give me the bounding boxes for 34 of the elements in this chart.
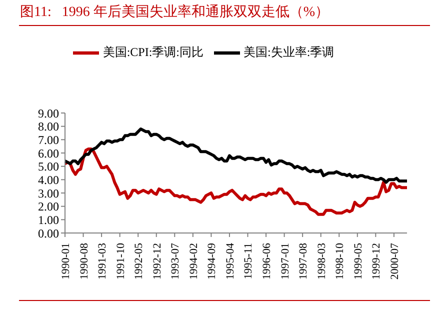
y-tick-label: 8.00 [38, 120, 59, 134]
line-series [64, 128, 408, 184]
x-tick-label: 1996-06 [261, 242, 274, 280]
x-tick-label: 1998-10 [334, 242, 346, 280]
x-tick-label: 1999-12 [370, 243, 383, 280]
y-tick-label: 2.00 [38, 200, 59, 214]
x-tick-label: 1992-12 [151, 243, 164, 280]
x-tick-label: 1992-05 [133, 242, 146, 280]
y-tick-label: 4.00 [38, 172, 59, 187]
y-tick-label: 1.00 [38, 212, 59, 227]
x-tick-label: 1993-07 [170, 242, 182, 280]
y-tick-label: 7.00 [38, 132, 59, 147]
x-tick-label: 1998-03 [316, 242, 328, 280]
x-tick-label: 1995-04 [224, 242, 236, 280]
legend-label: 美国:失业率:季调 [244, 44, 334, 59]
y-tick-label: 0.00 [38, 226, 59, 240]
x-tick-label: 1995-11 [242, 243, 255, 280]
x-tick-label: 1990-08 [78, 242, 90, 280]
y-tick-label: 3.00 [38, 186, 59, 200]
x-tick-label: 1990-01 [60, 243, 72, 280]
chart-title: 图11: 1996 年后美国失业率和通胀双双走低（%） [20, 3, 330, 21]
y-tick-label: 6.00 [38, 146, 59, 160]
x-tick-label: 1999-05 [352, 242, 364, 280]
x-tick-label: 1997-01 [279, 243, 292, 280]
y-tick-label: 5.00 [38, 160, 59, 174]
x-tick-label: 2000-07 [388, 242, 401, 280]
legend-label: 美国:CPI:季调:同比 [102, 44, 204, 59]
line-series [64, 148, 408, 216]
x-tick-label: 1997-08 [298, 242, 310, 280]
x-tick-label: 1994-09 [206, 242, 218, 280]
x-tick-label: 1991-10 [114, 242, 127, 280]
x-tick-label: 1994-02 [188, 243, 200, 280]
y-tick-label: 9.00 [38, 106, 59, 120]
x-tick-label: 1991-03 [96, 242, 109, 280]
